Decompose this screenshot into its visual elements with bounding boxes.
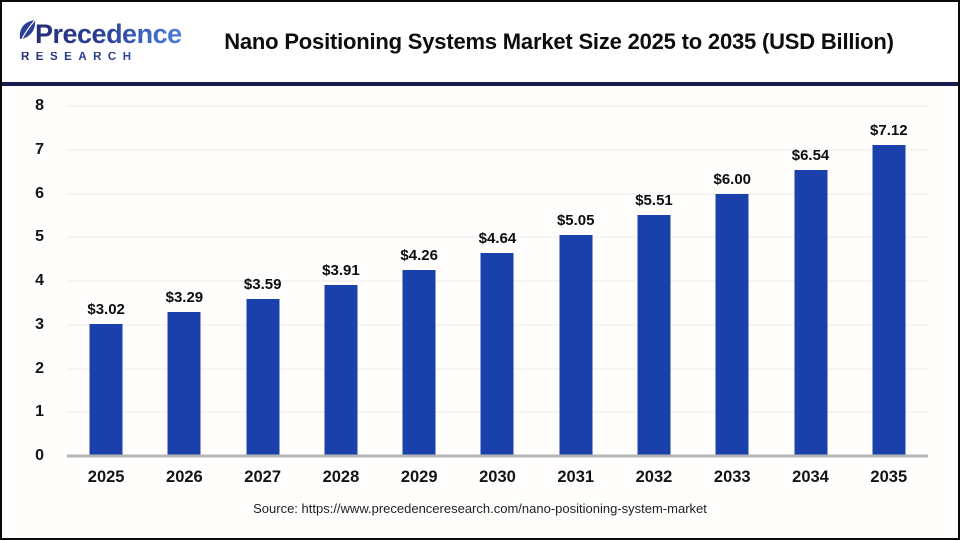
x-axis: 2025 2026 2027 2028 2029 2030 2031 2032 2033 2034…	[67, 456, 928, 487]
x-tick-label-2030: 2030	[479, 468, 516, 486]
gridline-7	[67, 149, 928, 151]
bar-band-2034: $6.54	[771, 106, 849, 456]
x-tick-label-2034: 2034	[792, 468, 829, 486]
bar-2034	[794, 169, 828, 456]
y-tick-label-0: 0	[35, 447, 44, 464]
x-tick-label-2025: 2025	[87, 468, 125, 486]
bar-band-2033: $6.00	[693, 106, 771, 456]
bar-2026	[167, 312, 201, 456]
chart-area: 0 1 2 3 4 5 6 7 8 $3.02 $3.29 $3.59 $3.91 $4.26 $4.64…	[2, 86, 958, 538]
bar-2032	[637, 214, 671, 456]
bar-band-2029: $4.26	[380, 106, 458, 456]
y-axis: 0 1 2 3 4 5 6 7 8	[2, 97, 56, 464]
bar-band-2035: $7.12	[850, 106, 928, 456]
plot-area: $3.02 $3.29 $3.59 $3.91 $4.26 $4.64 $5.05 $5.51…	[67, 105, 928, 458]
bar-value-label-2029: $4.26	[400, 246, 438, 264]
x-tick-label-2028: 2028	[322, 468, 360, 486]
precedence-research-logo: Precedence RESEARCH	[18, 18, 188, 64]
bar-2035	[872, 144, 906, 456]
bar-band-2031: $5.05	[537, 106, 615, 456]
x-tick-label-2027: 2027	[244, 468, 282, 486]
chart-title: Nano Positioning Systems Market Size 202…	[224, 29, 894, 54]
bar-2025	[89, 323, 123, 456]
bar-2030	[480, 253, 514, 456]
bar-band-2025: $3.02	[67, 106, 145, 456]
gridline-6	[67, 193, 928, 194]
bar-band-2026: $3.29	[145, 106, 223, 456]
bar-value-label-2034: $6.54	[791, 146, 830, 164]
y-tick-label-1: 1	[35, 403, 44, 421]
bar-value-label-2032: $5.51	[635, 191, 673, 209]
bar-value-label-2031: $5.05	[556, 212, 595, 230]
bar-band-2028: $3.91	[302, 106, 380, 456]
y-tick-label-3: 3	[35, 315, 44, 333]
y-tick-label-5: 5	[35, 228, 44, 246]
y-tick-label-4: 4	[35, 272, 44, 289]
bar-band-2030: $4.64	[458, 106, 536, 456]
y-tick-label-6: 6	[35, 184, 44, 202]
x-tick-label-2035: 2035	[870, 468, 908, 486]
y-tick-label-2: 2	[35, 359, 44, 377]
bar-2028	[324, 284, 358, 456]
bar-2033	[715, 193, 749, 456]
bar-2027	[246, 298, 280, 456]
x-tick-label-2033: 2033	[713, 468, 751, 486]
bar-value-label-2027: $3.59	[243, 275, 282, 293]
source-text: Source: https://www.precedenceresearch.c…	[253, 501, 707, 516]
y-tick-label-7: 7	[35, 140, 44, 158]
bar-2031	[559, 235, 593, 456]
logo-wordmark: Precedence	[35, 18, 182, 49]
bar-value-label-2033: $6.00	[713, 170, 752, 188]
x-tick-label-2032: 2032	[635, 468, 673, 486]
footer: Source: https://www.precedenceresearch.c…	[2, 500, 958, 518]
bar-value-label-2030: $4.64	[478, 230, 517, 247]
logo-wordmark-row: Precedence	[18, 18, 188, 49]
bar-value-label-2025: $3.02	[87, 300, 125, 318]
leaf-icon	[19, 19, 36, 40]
bar-value-label-2026: $3.29	[165, 289, 204, 307]
bar-value-label-2035: $7.12	[870, 121, 908, 139]
bar-value-label-2028: $3.91	[322, 261, 360, 279]
bar-2029	[402, 269, 436, 456]
gridline-5	[67, 236, 928, 238]
logo-subtitle: RESEARCH	[18, 51, 188, 64]
header-divider	[2, 82, 958, 86]
x-axis-baseline	[67, 454, 928, 458]
x-tick-label-2029: 2029	[400, 468, 438, 486]
y-tick-label-8: 8	[35, 97, 44, 114]
gridline-8	[67, 105, 928, 107]
plot-wrap: 0 1 2 3 4 5 6 7 8 $3.02 $3.29 $3.59 $3.91 $4.26 $4.64…	[2, 86, 958, 464]
bar-band-2027: $3.59	[224, 106, 302, 456]
x-tick-label-2026: 2026	[166, 468, 203, 486]
header: Precedence RESEARCH Nano Positioning Sys…	[2, 2, 958, 82]
x-tick-label-2031: 2031	[557, 468, 595, 486]
bar-band-2032: $5.51	[615, 106, 693, 456]
